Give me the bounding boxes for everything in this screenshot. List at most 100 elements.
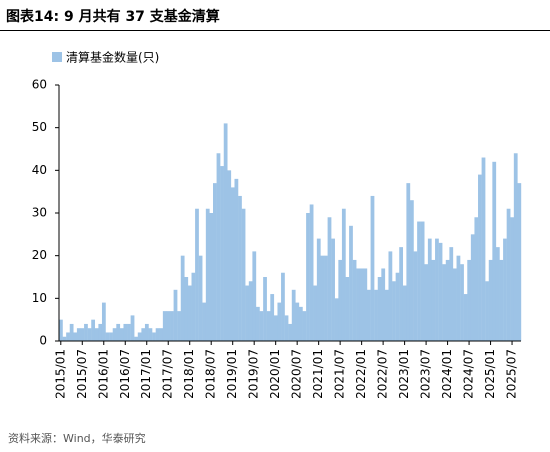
bar: [452, 268, 457, 341]
bar: [413, 251, 418, 341]
y-tick-label: 30: [32, 206, 47, 220]
bar: [87, 328, 92, 341]
bar: [442, 264, 446, 341]
bar: [320, 255, 325, 341]
bar: [266, 311, 271, 341]
bar: [295, 302, 300, 341]
bar: [510, 217, 515, 341]
bar: [252, 251, 257, 341]
bar: [177, 311, 181, 341]
x-tick-label: 2021/07: [333, 349, 347, 399]
x-tick-label: 2016/07: [118, 349, 132, 399]
bar: [395, 272, 400, 341]
bar: [345, 277, 350, 341]
bar: [195, 208, 199, 341]
bar: [137, 332, 142, 341]
bar: [116, 323, 121, 341]
bar: [277, 302, 282, 341]
x-tick-label: 2021/01: [311, 349, 325, 399]
y-tick-label: 0: [39, 334, 47, 348]
bar: [170, 311, 174, 341]
bar: [284, 315, 289, 341]
bar: [152, 332, 156, 341]
bar: [438, 242, 443, 341]
bar: [392, 281, 396, 341]
bar: [313, 285, 318, 341]
bar: [359, 268, 364, 341]
bar: [384, 289, 389, 341]
bar: [481, 157, 486, 341]
x-tick-label: 2018/01: [182, 349, 196, 399]
bar: [306, 213, 310, 341]
bar: [162, 311, 167, 341]
bar: [241, 208, 246, 341]
bar: [127, 323, 131, 341]
bar: [155, 328, 160, 341]
bar: [309, 204, 314, 341]
x-tick-label: 2025/01: [483, 349, 497, 399]
bar: [506, 208, 511, 341]
y-tick-label: 40: [32, 163, 47, 177]
bar: [273, 315, 278, 341]
bar: [327, 217, 332, 341]
bar: [141, 328, 146, 341]
x-tick-label: 2022/01: [354, 349, 368, 399]
bar: [298, 306, 303, 341]
bar: [180, 255, 185, 341]
bar: [485, 281, 489, 341]
x-tick-label: 2024/07: [462, 349, 476, 399]
bar: [184, 277, 189, 341]
bar: [492, 161, 497, 341]
bar: [488, 259, 493, 341]
bar: [331, 238, 335, 341]
bar: [356, 268, 361, 341]
x-tick-label: 2015/07: [75, 349, 89, 399]
y-tick-label: 20: [32, 248, 47, 262]
bar: [427, 238, 432, 341]
bar: [456, 255, 461, 341]
bar: [73, 332, 78, 341]
x-tick-label: 2023/07: [419, 349, 433, 399]
bar: [130, 315, 135, 341]
bar: [363, 268, 368, 341]
bar: [367, 289, 371, 341]
bar: [374, 289, 378, 341]
bar: [62, 336, 67, 341]
bar: [417, 221, 421, 341]
bar: [94, 328, 99, 341]
bar: [69, 323, 74, 341]
bar: [109, 332, 113, 341]
y-tick-label: 50: [32, 120, 47, 134]
bar: [119, 328, 124, 341]
bar: [435, 238, 439, 341]
legend-swatch: [52, 52, 62, 62]
bar: [84, 323, 88, 341]
bar: [270, 294, 275, 341]
bar: [460, 264, 464, 341]
bar: [220, 166, 224, 341]
bar: [213, 183, 217, 341]
bar: [474, 217, 479, 341]
bar: [198, 255, 203, 341]
bar: [406, 183, 411, 341]
bar: [238, 195, 242, 341]
bar: [230, 187, 235, 341]
bar: [123, 323, 128, 341]
legend-label: 清算基金数量(只): [66, 50, 159, 65]
bar: [144, 323, 149, 341]
bar: [478, 174, 482, 341]
bar: [467, 259, 472, 341]
bar: [159, 328, 164, 341]
bar: [370, 195, 375, 341]
bar: [377, 277, 382, 341]
y-tick-label: 60: [32, 78, 47, 92]
x-tick-label: 2016/01: [96, 349, 110, 399]
bar: [255, 306, 260, 341]
bar: [187, 285, 192, 341]
bar: [445, 259, 450, 341]
x-tick-label: 2025/07: [505, 349, 519, 399]
x-tick-label: 2024/01: [440, 349, 454, 399]
bar: [105, 332, 110, 341]
